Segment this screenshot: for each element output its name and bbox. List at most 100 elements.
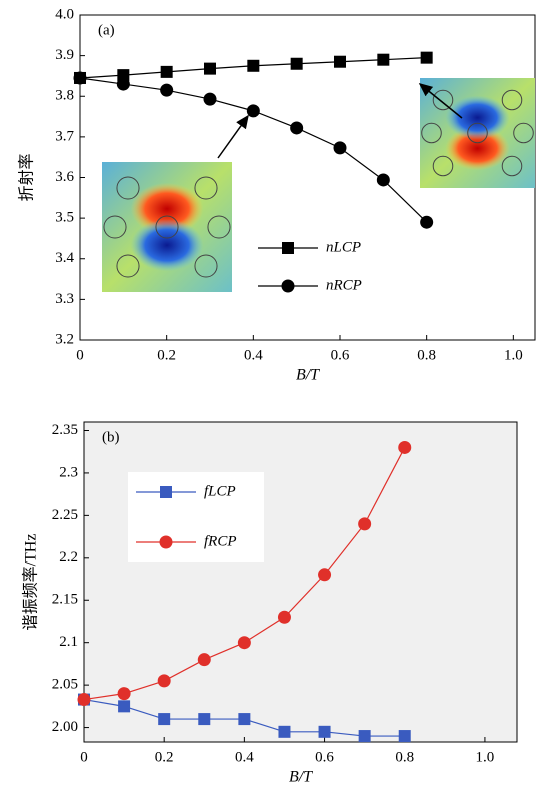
marker <box>277 610 291 624</box>
inset-ring <box>513 122 534 144</box>
x-axis-title: B/T <box>289 769 313 786</box>
marker <box>290 121 304 135</box>
marker <box>334 55 346 68</box>
y-tick-label: 3.3 <box>55 291 74 307</box>
x-axis-title: B/T <box>296 367 320 384</box>
field-inset <box>420 78 535 188</box>
legend-label: fLCP <box>204 483 236 499</box>
marker <box>77 693 91 707</box>
marker <box>420 51 433 64</box>
y-tick-label: 2.3 <box>59 464 78 480</box>
marker <box>318 568 332 582</box>
inset-ring <box>103 215 127 239</box>
x-tick-label: 0.8 <box>417 347 436 363</box>
marker <box>278 725 291 738</box>
marker <box>377 53 390 66</box>
marker <box>117 687 131 701</box>
inset-ring <box>467 122 488 144</box>
marker <box>117 69 130 82</box>
marker <box>116 77 130 91</box>
x-tick-label: 0.4 <box>244 347 263 363</box>
inset-ring <box>194 254 218 278</box>
legend-box <box>250 228 385 306</box>
y-tick-label: 2.15 <box>52 592 78 608</box>
legend-label: nRCP <box>326 277 362 293</box>
marker <box>160 83 174 97</box>
marker <box>290 57 303 70</box>
x-tick-label: 0.2 <box>155 749 174 765</box>
inset-ring <box>432 155 454 177</box>
marker <box>358 517 372 531</box>
legend-label: nLCP <box>326 239 361 255</box>
y-tick-label: 2.2 <box>59 549 78 565</box>
y-tick-label: 2.05 <box>52 677 78 693</box>
marker <box>238 713 251 726</box>
x-tick-label: 0.2 <box>157 347 176 363</box>
inset-ring <box>432 89 454 111</box>
y-tick-label: 2.25 <box>52 507 78 523</box>
legend-marker <box>282 242 294 254</box>
inset-lobe <box>130 219 204 272</box>
inset-ring <box>194 176 218 200</box>
y-axis-title: 折射率 <box>18 153 36 201</box>
y-tick-label: 4.0 <box>55 6 74 22</box>
marker <box>158 713 171 726</box>
marker <box>358 730 371 743</box>
y-tick-label: 2.1 <box>59 634 78 650</box>
x-tick-label: 0.6 <box>315 749 334 765</box>
marker <box>247 59 260 72</box>
inset-ring <box>501 89 523 111</box>
marker <box>420 215 434 229</box>
y-tick-label: 2.00 <box>52 719 78 735</box>
marker <box>398 730 411 743</box>
y-tick-label: 2.35 <box>52 422 78 438</box>
x-tick-label: 0.8 <box>395 749 414 765</box>
inset-ring <box>116 176 140 200</box>
y-axis-title: 谐振频率/THz <box>22 534 40 631</box>
arrow <box>418 83 463 119</box>
marker <box>333 141 347 155</box>
legend-box <box>128 472 264 562</box>
inset-ring <box>501 155 523 177</box>
y-tick-label: 3.5 <box>55 210 74 226</box>
inset-ring <box>207 215 231 239</box>
marker <box>398 440 412 454</box>
marker <box>376 173 390 187</box>
y-tick-label: 3.9 <box>55 47 74 63</box>
legend-label: fRCP <box>204 533 237 549</box>
x-tick-label: 0.4 <box>235 749 254 765</box>
y-tick-label: 3.8 <box>55 88 74 104</box>
marker <box>318 725 331 738</box>
plot-area <box>83 421 518 743</box>
legend-marker <box>281 279 295 293</box>
y-tick-label: 3.7 <box>55 128 74 144</box>
panel-label: (a) <box>98 22 115 38</box>
marker <box>73 71 87 85</box>
marker <box>203 92 217 106</box>
y-tick-label: 3.2 <box>55 331 74 347</box>
x-tick-label: 1.0 <box>476 749 495 765</box>
legend-marker <box>159 535 173 549</box>
inset-ring <box>155 215 179 239</box>
y-tick-label: 3.4 <box>55 250 74 266</box>
x-tick-label: 0 <box>80 749 88 765</box>
marker <box>246 104 260 118</box>
inset-ring <box>116 254 140 278</box>
field-inset <box>102 162 232 292</box>
marker <box>204 62 216 75</box>
x-tick-label: 0.6 <box>331 347 350 363</box>
inset-lobe <box>445 126 510 171</box>
legend-marker <box>160 486 172 498</box>
inset-ring <box>421 122 442 144</box>
inset-lobe <box>130 182 204 235</box>
marker <box>160 65 173 78</box>
x-tick-label: 0 <box>76 347 84 363</box>
x-tick-label: 1.0 <box>504 347 523 363</box>
marker <box>237 636 251 650</box>
y-tick-label: 3.6 <box>55 169 74 185</box>
marker <box>118 700 131 713</box>
marker <box>197 653 211 667</box>
arrow <box>217 114 249 159</box>
marker <box>157 674 171 688</box>
